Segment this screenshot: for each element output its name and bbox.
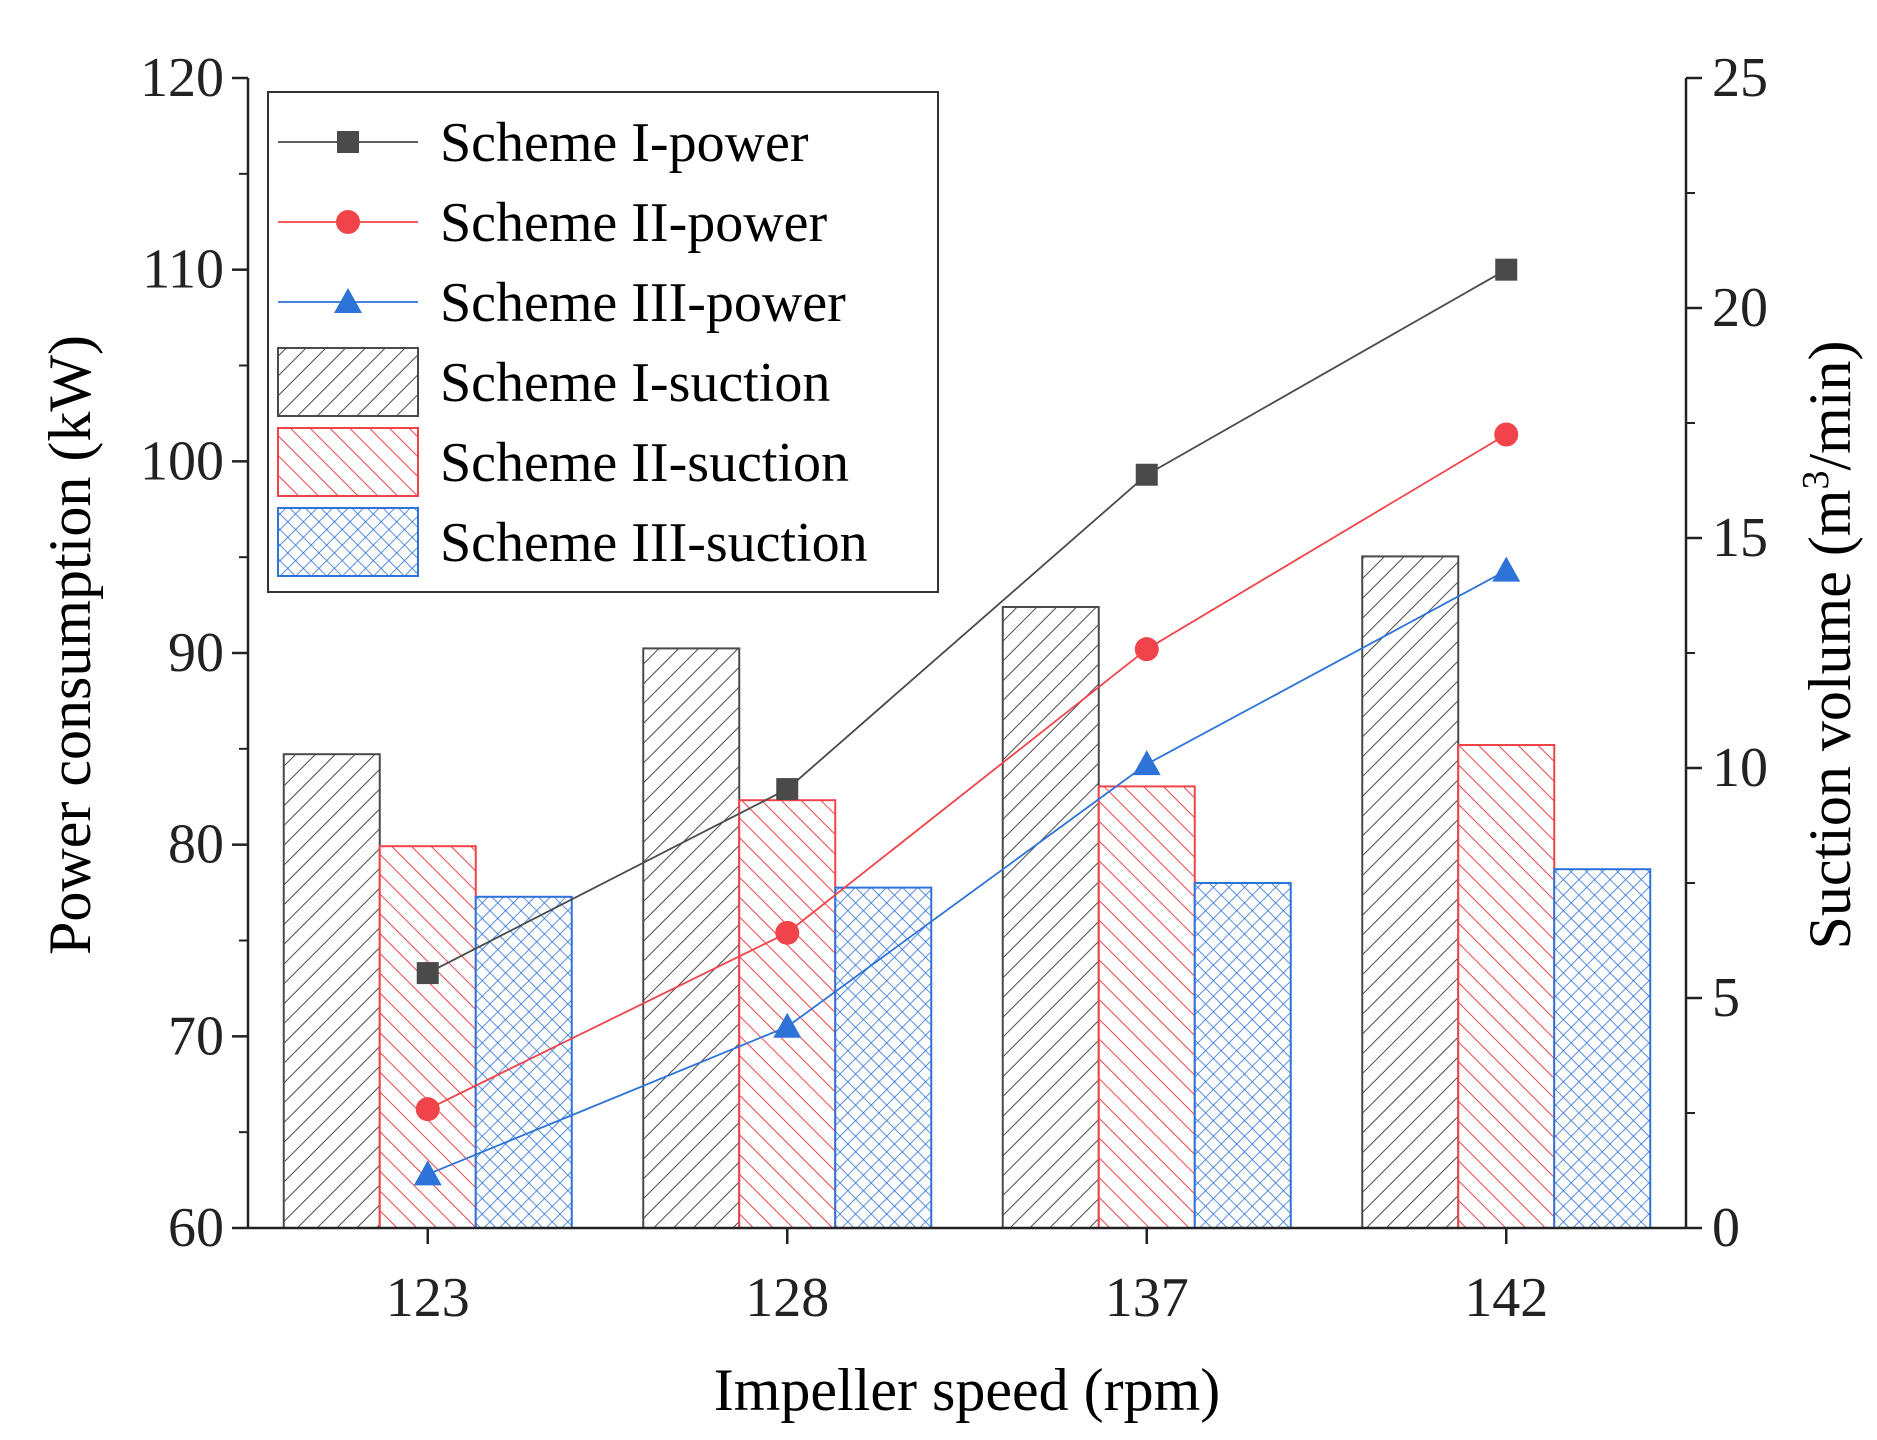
y-left-tick-label: 120 bbox=[140, 47, 224, 109]
y-axis-right-title-suffix: /min) bbox=[1797, 341, 1863, 471]
y-left-tick-label: 100 bbox=[140, 430, 224, 492]
y-right-tick-label: 15 bbox=[1712, 507, 1768, 569]
lines-layer bbox=[413, 258, 1521, 1186]
point-scheme3-123 bbox=[413, 1160, 442, 1186]
y-right-tick-label: 5 bbox=[1712, 967, 1740, 1029]
y-left-tick-label: 80 bbox=[168, 814, 224, 876]
bar-scheme1-123 bbox=[282, 753, 381, 1229]
y-axis-right-title: Suction volume (m3/min) bbox=[1795, 341, 1863, 950]
y-left-tick-label: 70 bbox=[168, 1005, 224, 1067]
legend-marker-scheme1 bbox=[337, 131, 359, 153]
legend-swatch-scheme2 bbox=[277, 427, 419, 497]
y-left-tick-label: 110 bbox=[142, 239, 224, 301]
line-scheme2 bbox=[427, 433, 1507, 1110]
y-axis-left-title: Power consumption (kW) bbox=[37, 335, 103, 955]
line-scheme1 bbox=[427, 268, 1507, 974]
x-tick-label: 128 bbox=[745, 1267, 829, 1329]
y-right-tick-label: 0 bbox=[1712, 1197, 1740, 1259]
x-tick-label: 123 bbox=[386, 1267, 470, 1329]
point-scheme1-128 bbox=[776, 778, 799, 801]
legend-label: Scheme III-power bbox=[440, 272, 846, 334]
point-scheme3-142 bbox=[1492, 556, 1521, 582]
y-right-tick-label: 10 bbox=[1712, 737, 1768, 799]
legend-label: Scheme III-suction bbox=[440, 512, 868, 574]
bars-layer bbox=[282, 555, 1652, 1230]
y-axis-right-title-prefix: Suction volume (m bbox=[1797, 490, 1863, 950]
legend-swatch-scheme1 bbox=[277, 347, 419, 417]
bar-scheme1-128 bbox=[642, 647, 741, 1229]
bar-scheme2-142 bbox=[1457, 744, 1556, 1229]
legend: Scheme I-power Scheme II-power Scheme III-… bbox=[267, 91, 939, 593]
point-scheme2-137 bbox=[1134, 637, 1159, 662]
y-left-tick-label: 90 bbox=[168, 622, 224, 684]
legend-label: Scheme II-suction bbox=[440, 432, 849, 494]
point-scheme3-137 bbox=[1132, 750, 1161, 776]
y-right-tick-label: 20 bbox=[1712, 277, 1768, 339]
legend-label: Scheme I-suction bbox=[440, 352, 830, 414]
point-scheme1-142 bbox=[1495, 258, 1518, 281]
point-scheme2-123 bbox=[415, 1097, 440, 1122]
bar-scheme3-128 bbox=[834, 886, 933, 1229]
bar-scheme1-137 bbox=[1001, 606, 1100, 1229]
x-tick-label: 142 bbox=[1464, 1267, 1548, 1329]
point-scheme2-142 bbox=[1494, 422, 1519, 447]
legend-marker-scheme2 bbox=[336, 210, 360, 234]
line-scheme3 bbox=[427, 569, 1507, 1176]
x-tick-label: 137 bbox=[1105, 1267, 1189, 1329]
legend-label: Scheme I-power bbox=[440, 112, 809, 174]
y-axis-right-title-sup: 3 bbox=[1795, 471, 1837, 490]
y-right-tick-label: 25 bbox=[1712, 47, 1768, 109]
bar-scheme1-142 bbox=[1361, 555, 1460, 1229]
bar-scheme2-137 bbox=[1097, 785, 1196, 1230]
point-scheme3-128 bbox=[773, 1012, 802, 1038]
y-left-tick-label: 60 bbox=[168, 1197, 224, 1259]
x-axis-title: Impeller speed (rpm) bbox=[714, 1357, 1220, 1423]
point-scheme2-128 bbox=[775, 920, 800, 945]
axes-layer: 60 70 80 90 100 110 120 0 5 10 15 20 25 123 128 137 142 bbox=[140, 47, 1768, 1329]
point-scheme1-137 bbox=[1135, 463, 1158, 486]
bar-scheme3-137 bbox=[1193, 882, 1292, 1229]
legend-marker-scheme3 bbox=[334, 288, 362, 313]
legend-swatch-scheme3 bbox=[277, 507, 419, 577]
bar-scheme3-142 bbox=[1553, 868, 1652, 1229]
legend-label: Scheme II-power bbox=[440, 192, 828, 254]
point-scheme1-123 bbox=[416, 962, 439, 985]
